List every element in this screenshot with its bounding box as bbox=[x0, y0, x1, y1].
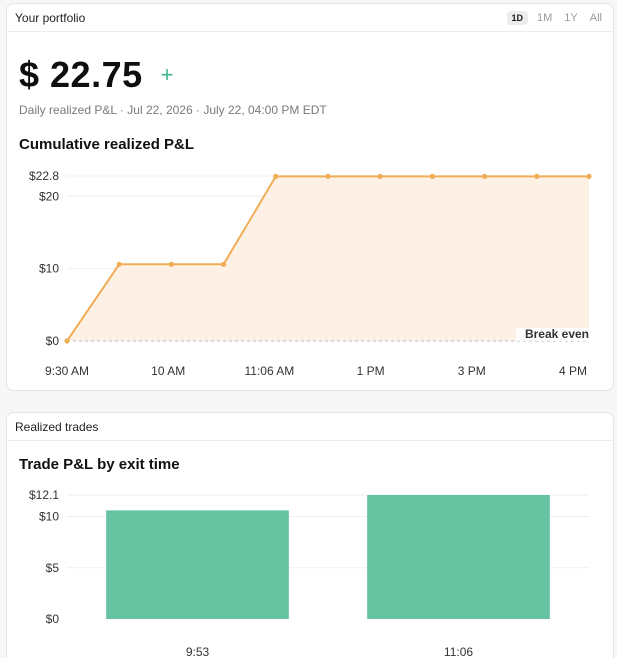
trade-pnl-chart: $0 $5 $10 $12.1 9:53 11:06 bbox=[29, 488, 589, 658]
x-tick-label: 11:06 bbox=[444, 645, 473, 658]
pnl-point bbox=[534, 173, 540, 179]
y-tick-label: $22.8 bbox=[29, 169, 59, 183]
trade-bar bbox=[367, 495, 550, 619]
range-tab-1m[interactable]: 1M bbox=[537, 11, 553, 24]
x-tick-label: 3 PM bbox=[458, 364, 486, 378]
pnl-point bbox=[273, 173, 279, 179]
y-tick-label: $5 bbox=[46, 561, 60, 575]
pnl-point bbox=[586, 173, 592, 179]
y-tick-label: $0 bbox=[46, 612, 60, 626]
pnl-point bbox=[325, 173, 331, 179]
portfolio-header: Your portfolio 1D 1M 1Y All bbox=[7, 4, 613, 32]
y-tick-label: $20 bbox=[39, 189, 59, 203]
pnl-point bbox=[482, 173, 488, 179]
trade-pnl-chart-title: Trade P&L by exit time bbox=[19, 456, 180, 473]
x-tick-label: 4 PM bbox=[559, 364, 587, 378]
x-tick-label: 11:06 AM bbox=[244, 364, 294, 378]
portfolio-value: $ 22.75 bbox=[19, 54, 143, 95]
y-tick-label: $10 bbox=[39, 510, 59, 524]
pnl-point bbox=[116, 261, 122, 267]
range-selector: 1D 1M 1Y All bbox=[506, 10, 606, 25]
y-tick-label: $10 bbox=[39, 262, 59, 276]
range-tab-1y[interactable]: 1Y bbox=[564, 11, 578, 24]
plus-icon: + bbox=[160, 62, 174, 87]
range-tab-1d[interactable]: 1D bbox=[506, 10, 529, 25]
x-tick-label: 1 PM bbox=[357, 364, 385, 378]
range-tab-all[interactable]: All bbox=[589, 11, 602, 24]
y-tick-label: $0 bbox=[46, 334, 60, 348]
break-even-label: Break even bbox=[525, 327, 589, 341]
pnl-point bbox=[377, 173, 383, 179]
trade-bar bbox=[106, 510, 289, 619]
pnl-point bbox=[64, 338, 70, 344]
x-tick-label: 9:30 AM bbox=[45, 364, 89, 378]
cumulative-pnl-chart: $0 $10 $20 $22.8 Break even 9:30 AM 10 AM 11:06… bbox=[29, 169, 592, 378]
cumulative-chart-title: Cumulative realized P&L bbox=[19, 136, 195, 153]
pnl-area bbox=[67, 176, 589, 341]
pnl-point bbox=[221, 261, 227, 267]
break-even-label-bg bbox=[516, 328, 590, 341]
portfolio-card: Your portfolio 1D 1M 1Y All $ 22.75 + Da… bbox=[6, 3, 614, 391]
realized-trades-card: Realized trades Trade P&L by exit time $… bbox=[6, 412, 614, 658]
portfolio-subtitle: Daily realized P&L · Jul 22, 2026 · July… bbox=[19, 103, 327, 117]
x-tick-label: 10 AM bbox=[151, 364, 185, 378]
trades-header: Realized trades bbox=[7, 413, 613, 441]
x-tick-label: 9:53 bbox=[186, 645, 210, 658]
pnl-point bbox=[168, 261, 174, 267]
portfolio-value-row: $ 22.75 + bbox=[19, 54, 173, 96]
portfolio-header-title: Your portfolio bbox=[15, 10, 86, 25]
pnl-point bbox=[429, 173, 435, 179]
trades-header-title: Realized trades bbox=[15, 419, 99, 434]
y-tick-label: $12.1 bbox=[29, 488, 59, 502]
